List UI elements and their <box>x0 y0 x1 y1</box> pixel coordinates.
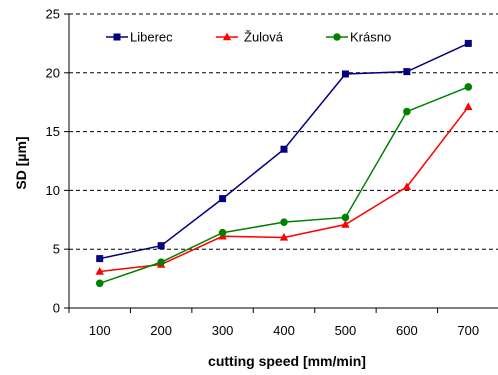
y-tick-label: 20 <box>46 65 60 80</box>
y-tick-labels: 0 5 10 15 20 25 <box>46 7 60 316</box>
series-liberec <box>96 39 472 263</box>
data-point-liberec <box>280 145 288 153</box>
y-tick-label: 0 <box>53 301 60 316</box>
x-tick-label: 400 <box>273 323 295 338</box>
data-point-žulová <box>95 267 104 275</box>
y-tick-label: 5 <box>53 242 60 257</box>
series-line-krásno <box>99 86 469 285</box>
data-point-krásno <box>341 213 350 222</box>
gridlines <box>69 13 498 250</box>
legend-label-žulová: Žulová <box>244 30 284 45</box>
data-point-liberec <box>157 242 165 250</box>
data-point-liberec <box>403 68 411 76</box>
x-tick-label: 300 <box>212 323 234 338</box>
data-point-žulová <box>279 232 289 241</box>
y-tick-label: 10 <box>46 183 60 198</box>
legend-marker-žulová <box>222 32 232 41</box>
x-tick-label: 200 <box>150 323 172 338</box>
legend-marker-krásno <box>333 33 341 41</box>
series-group <box>95 39 473 288</box>
data-point-krásno <box>95 279 104 288</box>
legend-item-žulová: Žulová <box>216 30 284 45</box>
legend-item-krásno: Krásno <box>326 30 391 45</box>
x-tick-labels: 100 200 300 400 500 600 700 <box>89 323 479 338</box>
legend: Liberec Žulová Krásno <box>106 30 391 45</box>
data-point-krásno <box>280 218 288 226</box>
data-point-krásno <box>403 107 411 116</box>
axes <box>64 13 498 313</box>
data-point-žulová <box>341 220 350 228</box>
series-krásno <box>95 83 473 288</box>
data-point-liberec <box>464 39 472 47</box>
y-tick-label: 25 <box>46 7 60 22</box>
x-tick-label: 600 <box>396 323 418 338</box>
data-point-liberec <box>219 195 227 203</box>
data-point-krásno <box>157 258 165 266</box>
legend-label-krásno: Krásno <box>350 30 391 45</box>
data-point-žulová <box>464 102 473 111</box>
x-tick-label: 100 <box>89 323 111 338</box>
legend-marker-liberec <box>113 33 121 41</box>
y-axis-title: SD [µm] <box>13 136 29 189</box>
x-tick-label: 700 <box>457 323 479 338</box>
x-tick-label: 500 <box>335 323 357 338</box>
data-point-žulová <box>402 182 412 191</box>
legend-label-liberec: Liberec <box>130 30 173 45</box>
y-tick-label: 15 <box>46 124 60 139</box>
data-point-krásno <box>218 228 227 237</box>
data-point-krásno <box>464 83 473 91</box>
data-point-liberec <box>96 255 104 263</box>
data-point-liberec <box>341 70 349 78</box>
x-axis-title: cutting speed [mm/min] <box>208 353 366 369</box>
legend-item-liberec: Liberec <box>106 30 173 45</box>
